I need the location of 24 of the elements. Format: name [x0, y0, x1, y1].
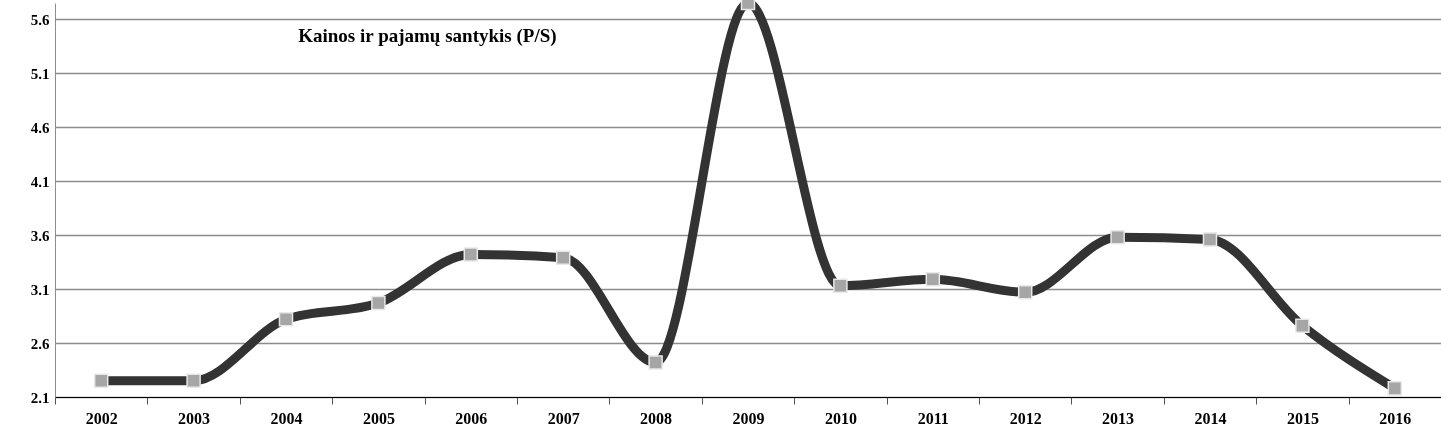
x-tick-label: 2002: [85, 409, 118, 427]
x-tick-label: 2005: [362, 409, 395, 427]
x-tick-label: 2008: [640, 409, 673, 427]
x-tick-label: 2006: [455, 409, 488, 427]
text: Kainos ir pajamų santykis (P/S): [298, 25, 557, 48]
y-tick-label: 3.6: [30, 227, 50, 244]
x-tick-label: 2016: [1379, 409, 1412, 427]
x-tick-label: 2010: [824, 409, 857, 427]
y-tick-label: 3.1: [30, 281, 50, 298]
x-tick-label: 2013: [1102, 409, 1135, 427]
x-tick-label: 2009: [732, 409, 765, 427]
y-tick-label: 4.1: [30, 173, 50, 190]
y-tick-label: 2.1: [30, 389, 50, 406]
y-tick-label: 2.6: [30, 335, 50, 352]
x-tick-label: 2007: [547, 409, 580, 427]
y-tick-label: 4.6: [30, 119, 50, 136]
x-tick-label: 2012: [1009, 409, 1042, 427]
x-tick-label: 2015: [1286, 409, 1319, 427]
x-tick-label: 2003: [178, 409, 211, 427]
y-tick-label: 5.6: [30, 11, 50, 28]
x-tick-label: 2004: [270, 409, 303, 427]
x-tick-label: 2014: [1194, 409, 1227, 427]
x-tick-label: 2011: [917, 409, 949, 427]
y-tick-label: 5.1: [30, 65, 50, 82]
